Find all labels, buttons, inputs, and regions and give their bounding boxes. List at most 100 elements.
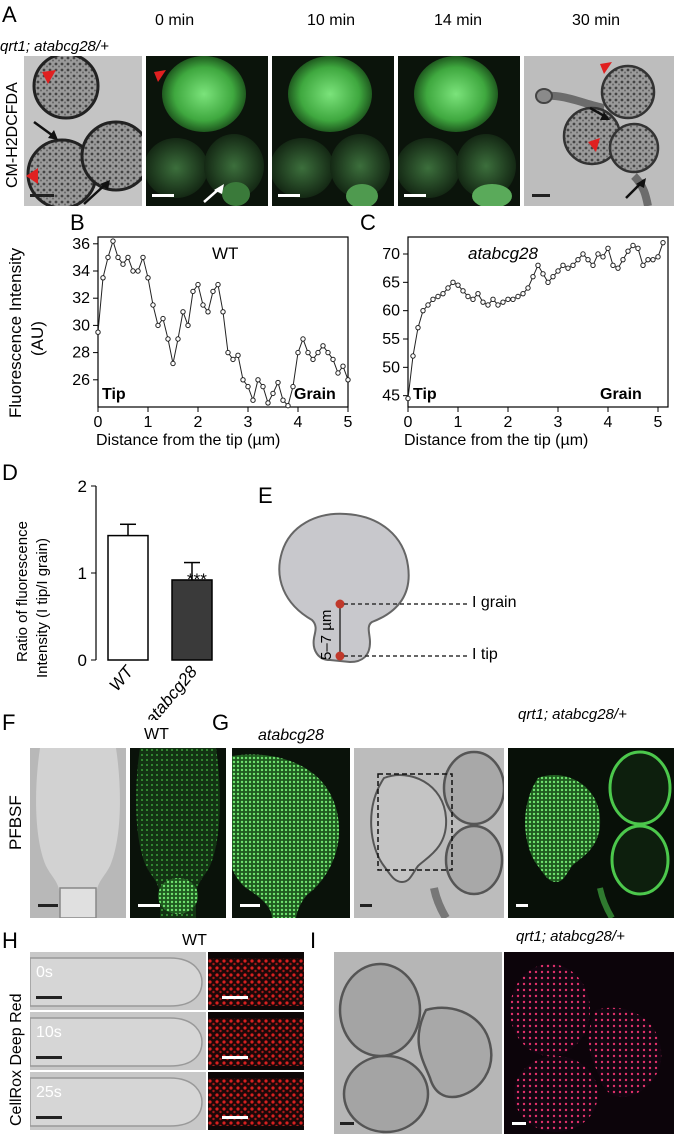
chart-b-point	[295, 349, 301, 356]
chart-b-xtick-label: 1	[144, 414, 153, 431]
i-tip-label: I tip	[472, 646, 498, 663]
chart-b-point	[150, 302, 156, 308]
chart-b-point	[215, 281, 221, 288]
chart-b-xtick-label: 3	[244, 414, 253, 431]
chart-b-point	[230, 356, 236, 363]
chart-b-point	[315, 349, 321, 356]
chart-c-point	[525, 285, 531, 291]
chart-c-point	[580, 251, 586, 257]
panel-a-label: A	[2, 2, 17, 27]
h-brightfield-0s: 0s	[30, 952, 206, 1010]
chart-c-point	[445, 285, 451, 291]
chart-b-point	[170, 360, 176, 367]
chart-c-point	[660, 239, 666, 246]
a-fluorescence-0min	[146, 56, 268, 206]
panel-g-label: G	[212, 710, 230, 735]
i-cellrox-image	[504, 952, 674, 1134]
panel-h-ylabel: CellRox Deep Red	[8, 993, 25, 1126]
shared-ylabel-line2: (AU)	[28, 321, 47, 356]
chart-b-ytick-label: 34	[72, 263, 90, 280]
g-fluorescence-image	[508, 748, 674, 918]
panel-f-label: F	[2, 710, 16, 735]
chart-d-category-label: atabcg28	[142, 662, 202, 720]
chart-b-point	[330, 356, 336, 363]
chart-d-bar	[171, 579, 213, 661]
chart-b-point	[160, 315, 166, 322]
chart-c-ytick-label: 70	[382, 246, 400, 263]
significance-stars: ***	[187, 570, 207, 589]
chart-c-point	[410, 353, 416, 359]
chart-b-point	[290, 383, 296, 390]
chart-c-xtick-label: 2	[504, 414, 513, 431]
chart-b-frame	[97, 236, 349, 408]
chart-b-point	[235, 352, 241, 359]
chart-c-frame	[407, 236, 669, 408]
a-fluorescence-14min	[398, 56, 520, 206]
chart-c-point	[425, 302, 431, 308]
chart-b-xtick-label: 4	[294, 414, 303, 431]
g-brightfield-image	[354, 748, 504, 918]
panel-d-label: D	[2, 460, 18, 485]
chart-b-xlabel: Distance from the tip (µm)	[96, 432, 281, 449]
chart-b-point	[175, 336, 181, 342]
panel-d-ylabel-line1: Ratio of fluorescence	[14, 521, 31, 662]
chart-d: 0 1 2 WT atabcg28	[78, 477, 213, 720]
h-time-10s: 10s	[36, 1024, 62, 1041]
chart-b-point	[185, 322, 191, 329]
chart-c-point	[565, 265, 571, 271]
panel-i-title: qrt1; atabcg28/+	[516, 928, 625, 945]
chart-b-point	[225, 349, 231, 356]
chart-c-point	[450, 279, 456, 286]
chart-b-point	[270, 390, 276, 397]
chart-b-point	[320, 343, 326, 349]
panel-c-label: C	[360, 210, 376, 235]
chart-c-xtick-label: 3	[554, 414, 563, 431]
chart-c-point	[605, 245, 611, 252]
chart-b-point	[135, 268, 141, 274]
h-brightfield-25s: 25s	[30, 1072, 206, 1130]
chart-b-xtick-label: 2	[194, 414, 203, 431]
distance-label: 5–7 µm	[318, 609, 335, 660]
chart-b-point	[180, 309, 186, 315]
chart-d-category-label: WT	[106, 661, 139, 695]
chart-b-point	[100, 275, 106, 281]
chart-c-point	[485, 302, 491, 308]
h-cellrox-10s	[208, 1012, 304, 1070]
chart-c-grain: Grain	[600, 386, 642, 403]
chart-d-bar	[107, 534, 149, 661]
panel-f-title: WT	[144, 726, 169, 743]
chart-c-ytick-label: 65	[382, 274, 400, 291]
chart-b-point	[345, 377, 351, 383]
chart-c-xtick-label: 1	[454, 414, 463, 431]
chart-c-point	[490, 296, 496, 303]
chart-c-point	[590, 262, 596, 269]
chart-c-point	[510, 296, 516, 303]
a-fluorescence-10min	[272, 56, 394, 206]
chart-c-series-line	[407, 242, 664, 399]
chart-c-point	[610, 262, 616, 269]
chart-c-point	[575, 256, 581, 263]
chart-b-point	[325, 349, 331, 356]
chart-c-point	[645, 256, 651, 263]
chart-c-point	[515, 293, 521, 300]
chart-c-point	[635, 245, 641, 252]
chart-c-point	[540, 271, 546, 277]
chart-b-point	[115, 254, 121, 261]
panel-h-label: H	[2, 928, 18, 953]
panel-f-ylabel: PFBSF	[6, 795, 25, 850]
chart-c-point	[530, 273, 536, 280]
chart-d-ytick-label: 0	[78, 651, 87, 670]
panel-i-label: I	[310, 928, 317, 953]
chart-b-point	[140, 254, 146, 261]
chart-b-ytick-label: 28	[72, 345, 90, 362]
chart-b-tip: Tip	[102, 386, 126, 403]
i-tip-dot	[335, 651, 345, 661]
panel-e-label: E	[258, 483, 273, 508]
chart-c-point	[405, 395, 411, 402]
panel-g-title2: qrt1; atabcg28/+	[518, 706, 627, 723]
chart-b-point	[145, 275, 151, 281]
h-cellrox-25s	[208, 1072, 304, 1130]
panel-h-title: WT	[182, 932, 207, 949]
